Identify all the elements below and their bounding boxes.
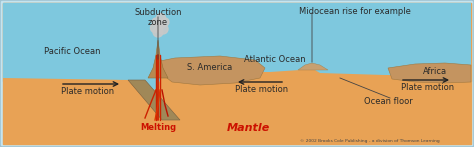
Polygon shape (148, 40, 168, 78)
Text: Mantle: Mantle (227, 123, 270, 133)
Circle shape (161, 18, 169, 26)
Polygon shape (128, 80, 180, 120)
Circle shape (153, 27, 163, 37)
Text: Midocean rise for example: Midocean rise for example (299, 7, 411, 16)
Text: Pacific Ocean: Pacific Ocean (44, 47, 100, 56)
Text: Atlantic Ocean: Atlantic Ocean (244, 56, 306, 65)
Polygon shape (3, 3, 471, 90)
Circle shape (155, 19, 165, 29)
Text: Plate motion: Plate motion (401, 83, 455, 92)
Text: Melting: Melting (140, 123, 176, 132)
Text: S. America: S. America (187, 62, 233, 71)
Circle shape (156, 14, 165, 22)
Text: Plate motion: Plate motion (236, 86, 289, 95)
Circle shape (151, 24, 159, 32)
Polygon shape (155, 56, 265, 85)
Circle shape (158, 24, 168, 34)
Text: Plate motion: Plate motion (62, 87, 115, 96)
Text: © 2002 Brooks Cole Publishing - a division of Thomson Learning: © 2002 Brooks Cole Publishing - a divisi… (300, 139, 440, 143)
Circle shape (152, 18, 160, 26)
Polygon shape (388, 63, 471, 83)
Text: Africa: Africa (423, 66, 447, 76)
Bar (3, 3, 471, 81)
Text: Ocean floor: Ocean floor (364, 97, 412, 106)
Polygon shape (298, 63, 328, 70)
Text: Subduction
zone: Subduction zone (134, 8, 182, 27)
